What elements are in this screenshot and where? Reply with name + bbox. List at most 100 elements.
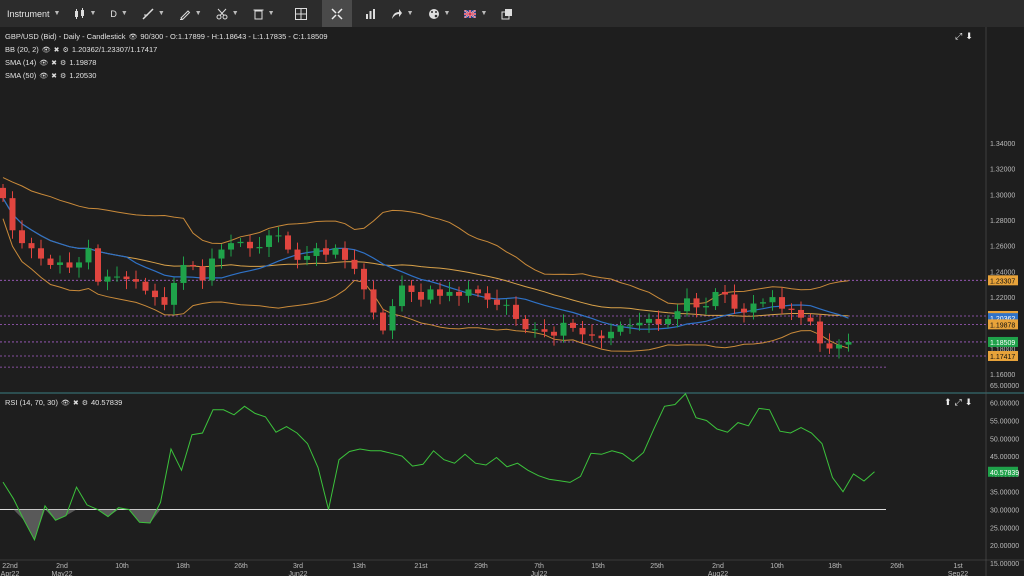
price-badge bbox=[988, 313, 1018, 324]
instrument-label: Instrument bbox=[7, 8, 50, 19]
candle-body bbox=[123, 276, 130, 280]
price-badge bbox=[988, 275, 1018, 286]
candle-body bbox=[9, 198, 16, 231]
gear-icon[interactable]: ⚙ bbox=[60, 72, 67, 80]
candle-body bbox=[142, 281, 149, 291]
popout-button[interactable] bbox=[494, 0, 520, 27]
bar-chart-icon bbox=[365, 8, 375, 19]
trash-dropdown[interactable]: ▼ bbox=[246, 0, 282, 27]
close-icon[interactable]: ✖ bbox=[51, 59, 58, 67]
candle-body bbox=[199, 266, 206, 281]
price-badge bbox=[988, 350, 1018, 361]
x-tick-day: 21st bbox=[414, 563, 427, 570]
flag-uk-icon bbox=[464, 9, 477, 18]
arrow-up-icon[interactable]: ⬆ bbox=[944, 397, 952, 407]
interval-dropdown[interactable]: D ▼ bbox=[103, 0, 134, 27]
scissors-icon bbox=[216, 8, 228, 19]
fit-button[interactable] bbox=[321, 0, 352, 27]
indicators-button[interactable] bbox=[358, 0, 384, 27]
candle-body bbox=[522, 318, 529, 330]
eye-icon[interactable]: 👁 bbox=[60, 399, 70, 407]
price-badge-label: 1.23307 bbox=[990, 278, 1015, 285]
crosshair-button[interactable] bbox=[288, 0, 314, 27]
close-icon[interactable]: ✖ bbox=[53, 46, 60, 54]
candle-body bbox=[266, 235, 272, 247]
bb-value: 1.20362/1.23307/1.17417 bbox=[71, 45, 158, 54]
trash-icon bbox=[253, 9, 264, 19]
x-tick-day: 18th bbox=[176, 563, 190, 570]
rsi-tick-label: 45.00000 bbox=[990, 454, 1019, 461]
language-dropdown[interactable]: ▼ bbox=[457, 0, 494, 27]
sma50-line bbox=[2, 197, 849, 317]
draw-line-dropdown[interactable]: ▼ bbox=[135, 0, 172, 27]
instrument-dropdown[interactable]: Instrument ▼ bbox=[0, 0, 67, 27]
chart-title: GBP/USD (Bid) - Daily - Candlestick 👁 90… bbox=[5, 32, 328, 41]
y-tick-label: 1.16000 bbox=[990, 372, 1015, 379]
close-icon[interactable]: ✖ bbox=[72, 399, 79, 407]
rsi-badge-label: 40.57839 bbox=[990, 470, 1019, 477]
share-dropdown[interactable]: ▼ bbox=[384, 0, 421, 27]
close-panel-icon[interactable]: ⬇ bbox=[964, 397, 973, 407]
x-tick-day: 10th bbox=[770, 563, 784, 570]
x-tick-day: 26th bbox=[890, 563, 904, 570]
eye-icon[interactable]: 👁 bbox=[39, 59, 49, 67]
eye-icon[interactable]: 👁 bbox=[128, 33, 138, 41]
candle-body bbox=[171, 282, 177, 305]
candle-body bbox=[579, 327, 586, 335]
candle-body bbox=[551, 331, 557, 336]
candle-body bbox=[228, 243, 234, 250]
candle-body bbox=[180, 264, 187, 283]
price-chart[interactable]: 1.34000 1.32000 1.30000 1.28000 1.26000 1.240… bbox=[0, 27, 1024, 576]
candle-body bbox=[684, 298, 690, 312]
arrow-down-icon[interactable]: ⬇ bbox=[965, 31, 973, 41]
rsi-badge bbox=[988, 466, 1018, 477]
candle-body bbox=[617, 325, 624, 332]
candle-body bbox=[323, 248, 329, 255]
candle-body bbox=[66, 262, 73, 268]
rsi-label: RSI (14, 70, 30) bbox=[5, 398, 58, 407]
candle-body bbox=[788, 308, 795, 310]
price-badge-label: 1.19878 bbox=[990, 322, 1015, 329]
candle-body bbox=[769, 297, 776, 303]
candle-body bbox=[712, 291, 719, 307]
eye-icon[interactable]: 👁 bbox=[41, 46, 51, 54]
crosshair-icon bbox=[294, 7, 307, 20]
chart-type-dropdown[interactable]: ▼ bbox=[67, 0, 103, 27]
x-tick-day: 2nd bbox=[56, 563, 68, 570]
expand-icon[interactable]: ⤢ bbox=[955, 31, 963, 41]
x-tick-day: 22nd bbox=[2, 563, 18, 570]
gear-icon[interactable]: ⚙ bbox=[81, 399, 88, 407]
bb-lower-line bbox=[2, 218, 849, 352]
candle-body bbox=[408, 285, 415, 292]
candle-body bbox=[437, 289, 443, 296]
candle-body bbox=[285, 235, 291, 250]
price-badge-label: 1.18509 bbox=[990, 340, 1015, 347]
rsi-tick-label: 35.00000 bbox=[990, 490, 1019, 497]
candle-body bbox=[608, 331, 614, 339]
candle-body bbox=[513, 304, 519, 319]
expand-icon[interactable]: ⤢ bbox=[954, 397, 962, 407]
close-icon[interactable]: ✖ bbox=[51, 72, 58, 80]
interval-label: D bbox=[110, 8, 117, 19]
candle-body bbox=[152, 290, 158, 298]
palette-dropdown[interactable]: ▼ bbox=[421, 0, 458, 27]
candle-body bbox=[589, 334, 595, 336]
candle-body bbox=[627, 325, 633, 327]
gear-icon[interactable]: ⚙ bbox=[62, 46, 69, 54]
pen-icon bbox=[179, 9, 190, 20]
candle-body bbox=[161, 297, 168, 305]
indicator-legend-bb: BB (20, 2) 👁 ✖ ⚙ 1.20362/1.23307/1.17417 bbox=[5, 45, 157, 54]
candle-body bbox=[779, 297, 785, 309]
candle-body bbox=[674, 311, 681, 319]
rsi-tick-label: 20.00000 bbox=[990, 543, 1019, 550]
x-tick-day: 29th bbox=[474, 563, 488, 570]
candle-body bbox=[750, 303, 757, 313]
rsi-line bbox=[2, 392, 875, 542]
pen-dropdown[interactable]: ▼ bbox=[172, 0, 209, 27]
scissors-dropdown[interactable]: ▼ bbox=[209, 0, 246, 27]
eye-icon[interactable]: 👁 bbox=[39, 72, 49, 80]
gear-icon[interactable]: ⚙ bbox=[60, 59, 67, 67]
x-tick-day: 25th bbox=[650, 563, 664, 570]
candle-body bbox=[532, 329, 538, 331]
candle-body bbox=[389, 306, 396, 331]
